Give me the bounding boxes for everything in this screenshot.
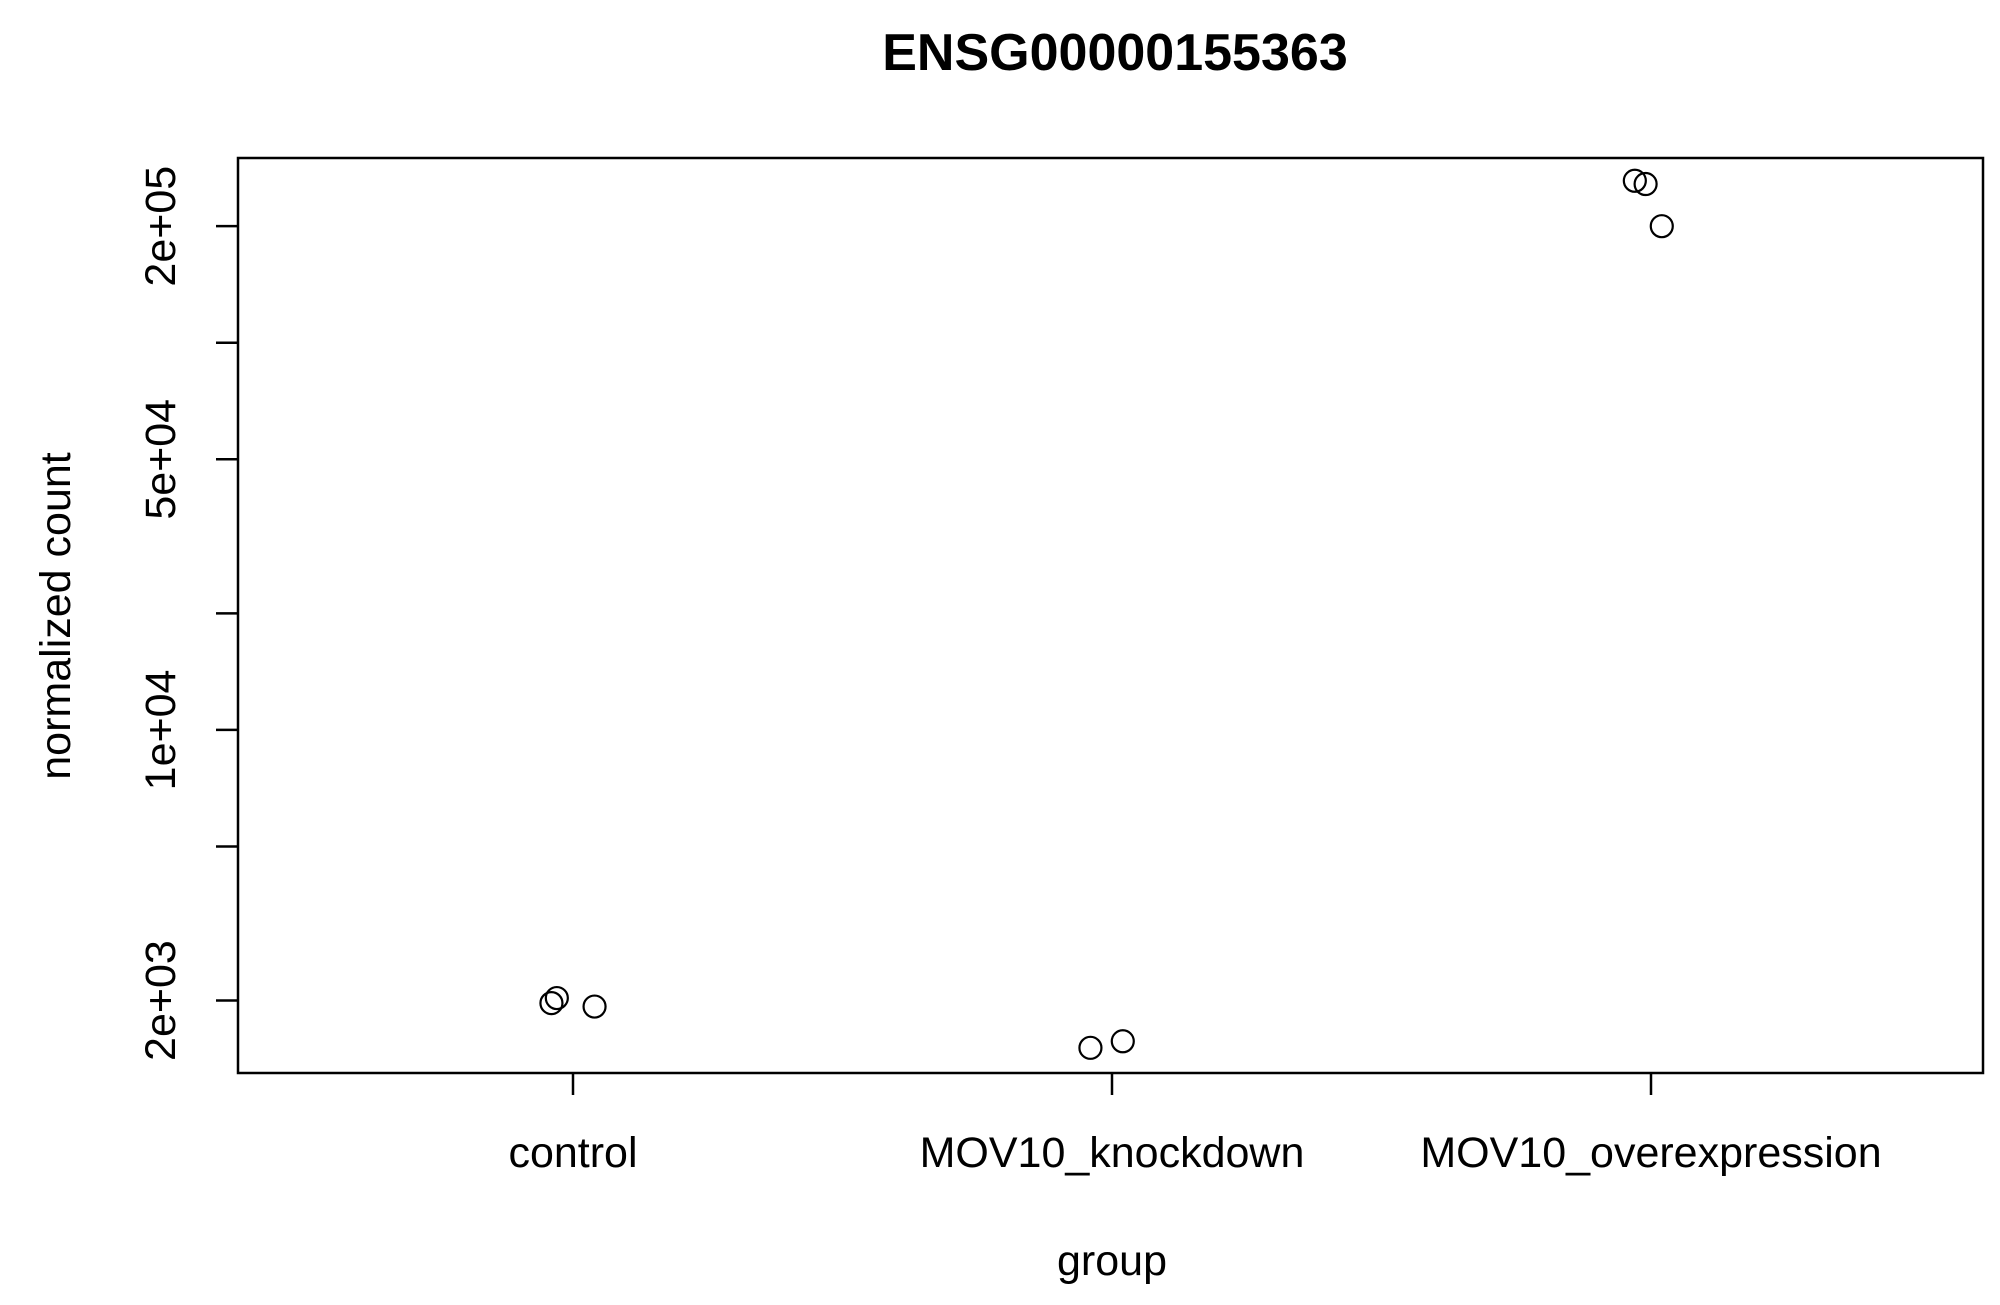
data-point <box>1633 171 1658 197</box>
data-point <box>1649 214 1674 239</box>
data-point <box>1110 1029 1135 1054</box>
x-tick-label: MOV10_knockdown <box>920 1129 1305 1177</box>
x-tick-label: control <box>508 1129 637 1177</box>
data-point <box>544 985 569 1011</box>
data-point <box>1078 1035 1103 1060</box>
x-tick-label: MOV10_overexpression <box>1420 1129 1881 1177</box>
y-tick-label: 1e+04 <box>137 670 185 791</box>
y-tick-label: 5e+04 <box>137 399 185 520</box>
y-tick-label: 2e+03 <box>137 940 185 1061</box>
data-point <box>539 991 564 1016</box>
data-point <box>582 994 607 1019</box>
y-axis-label: normalized count <box>32 452 80 780</box>
x-axis-label: group <box>1057 1237 1167 1285</box>
axis-ticks: 2e+03 1e+04 5e+04 2e+05 control MOV10_knockdo… <box>137 166 1882 1177</box>
data-points <box>539 168 1674 1060</box>
y-tick-label: 2e+05 <box>137 166 185 287</box>
plot-frame <box>236 156 1985 1075</box>
data-point <box>1622 168 1647 193</box>
chart-title: ENSG00000155363 <box>882 24 1348 82</box>
